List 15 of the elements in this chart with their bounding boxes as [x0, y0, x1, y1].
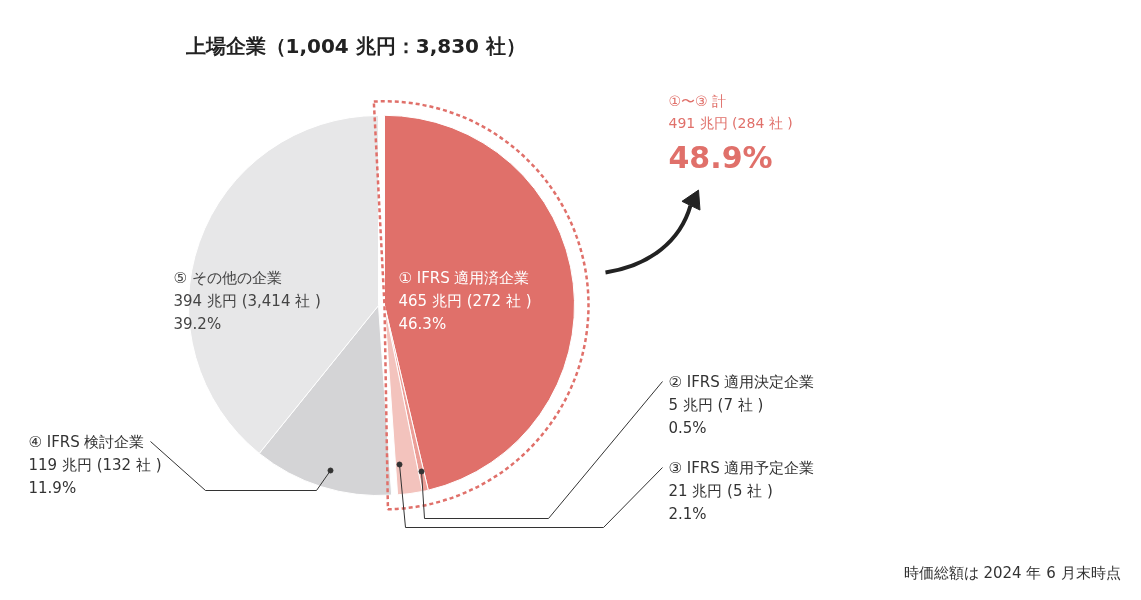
data-label: 465 兆円 (272 社 ) 46.3%	[398, 291, 532, 333]
text: 491 兆円 (284 社 )	[668, 114, 793, 131]
slice-label: ① IFRS 適用済企業	[398, 268, 530, 287]
data-label: 5 兆円 (7 社 ) 0.5%	[668, 395, 764, 437]
text: 時価総額は 2024 年 6 月末時点	[903, 563, 1121, 582]
slice-label: ⑤ その他の企業	[173, 268, 282, 287]
slice-label: ③ IFRS 適用予定企業	[668, 458, 815, 477]
text: 48.9%	[668, 140, 773, 175]
slice-label: ④ IFRS 検討企業	[28, 432, 145, 451]
data-label: 21 兆円 (5 社 ) 2.1%	[668, 481, 773, 523]
data-label: 394 兆円 (3,414 社 ) 39.2%	[173, 291, 321, 333]
data-label: 119 兆円 (132 社 ) 11.9%	[28, 455, 162, 497]
chart-title: 上場企業（1,004 兆円：3,830 社）	[184, 33, 526, 58]
slice-label: ② IFRS 適用決定企業	[668, 372, 815, 391]
text: ①〜③ 計	[668, 92, 727, 109]
